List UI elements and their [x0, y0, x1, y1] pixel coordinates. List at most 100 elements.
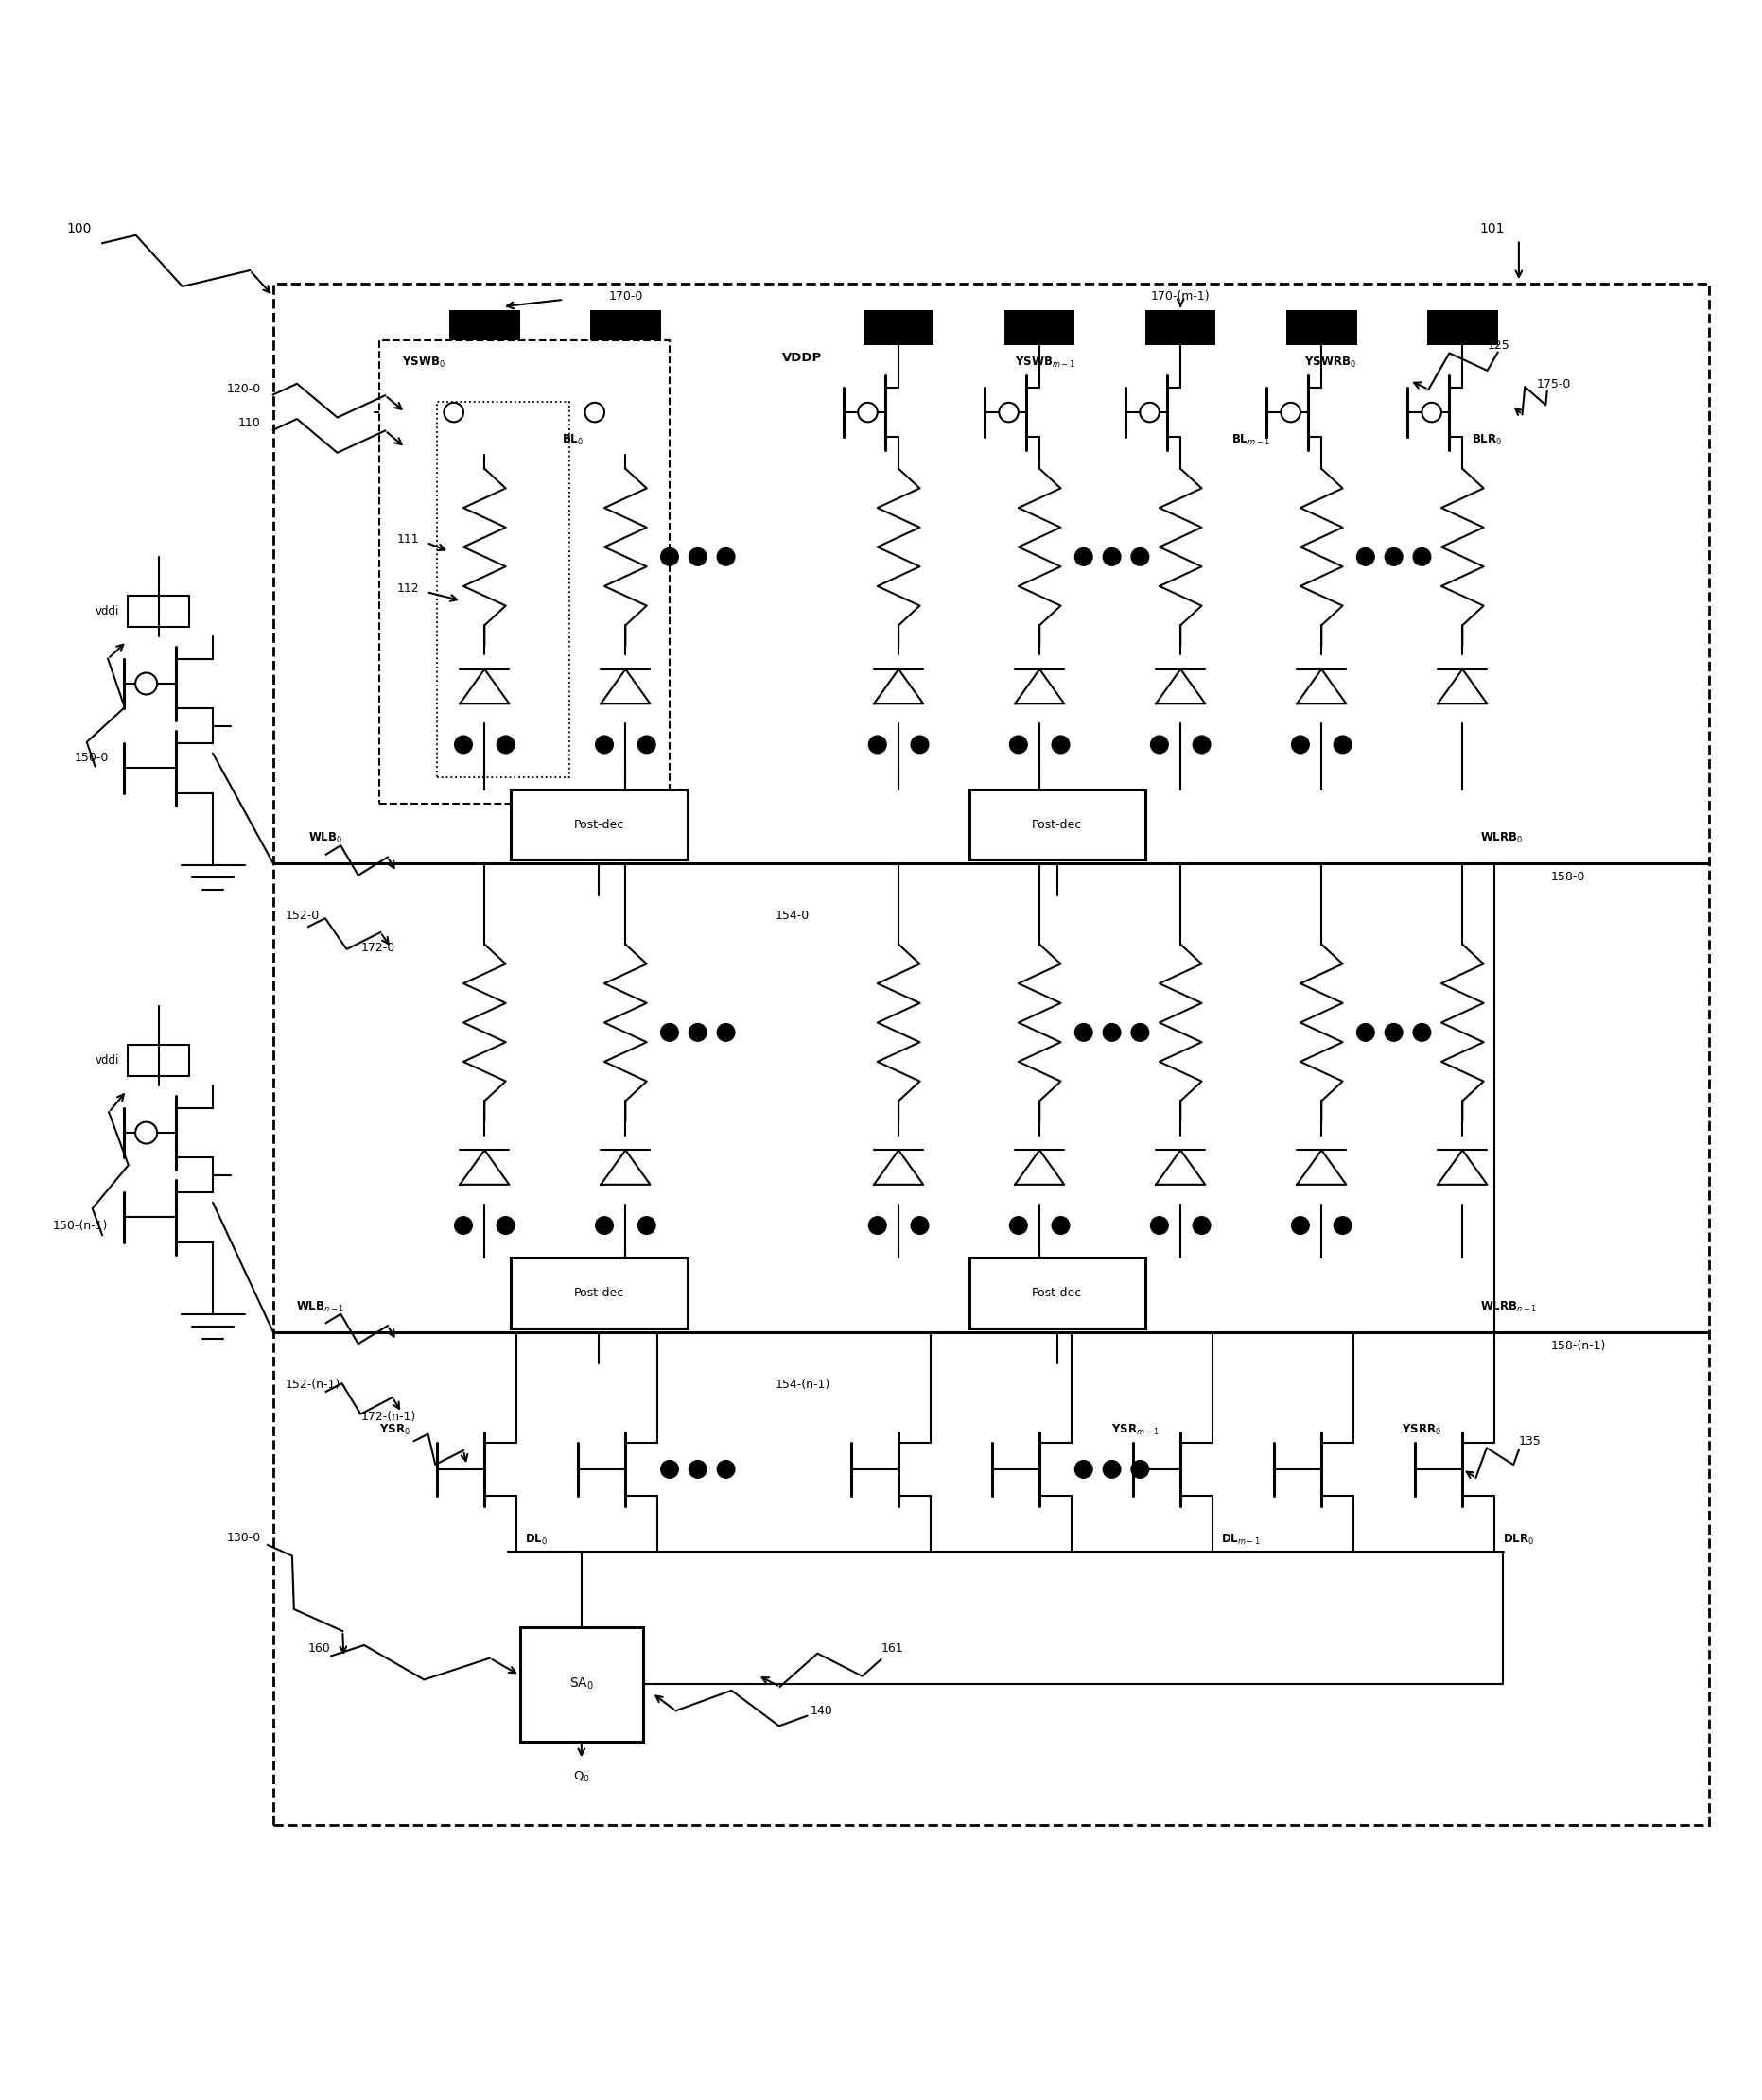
Text: 172-0: 172-0: [361, 941, 395, 953]
Circle shape: [1103, 548, 1121, 565]
Text: 158-(n-1): 158-(n-1): [1551, 1340, 1605, 1352]
Bar: [511, 1258, 687, 1329]
Polygon shape: [1156, 670, 1205, 704]
Circle shape: [1385, 548, 1403, 565]
Circle shape: [596, 1216, 613, 1235]
Text: YSWB$_{m-1}$: YSWB$_{m-1}$: [1015, 355, 1075, 370]
Bar: [1286, 311, 1357, 344]
Circle shape: [455, 735, 472, 754]
Circle shape: [661, 1023, 678, 1042]
Text: 160: 160: [308, 1642, 331, 1655]
Circle shape: [497, 735, 515, 754]
Bar: [127, 1044, 190, 1077]
Text: 110: 110: [238, 416, 261, 428]
Text: 170-0: 170-0: [608, 290, 643, 302]
Text: BL$_{m-1}$: BL$_{m-1}$: [1232, 433, 1270, 447]
Text: Q$_0$: Q$_0$: [573, 1770, 590, 1785]
Bar: [969, 790, 1145, 859]
Text: DL$_{m-1}$: DL$_{m-1}$: [1221, 1533, 1262, 1548]
Text: 154-0: 154-0: [775, 909, 809, 922]
Circle shape: [1131, 1459, 1149, 1478]
Text: Post-dec: Post-dec: [1033, 819, 1082, 832]
Polygon shape: [1438, 670, 1487, 704]
Circle shape: [1292, 735, 1309, 754]
Text: DL$_0$: DL$_0$: [525, 1533, 548, 1548]
Text: 154-(n-1): 154-(n-1): [775, 1378, 830, 1390]
Circle shape: [1151, 1216, 1168, 1235]
Circle shape: [911, 735, 929, 754]
Polygon shape: [1297, 1151, 1346, 1184]
Bar: [1145, 311, 1216, 344]
Circle shape: [1292, 1216, 1309, 1235]
Bar: [127, 596, 190, 628]
Circle shape: [1193, 1216, 1210, 1235]
Circle shape: [717, 1459, 735, 1478]
Circle shape: [717, 1023, 735, 1042]
Circle shape: [1413, 1023, 1431, 1042]
Circle shape: [689, 548, 707, 565]
Text: WLB$_{n-1}$: WLB$_{n-1}$: [296, 1300, 345, 1315]
Text: YSWRB$_0$: YSWRB$_0$: [1304, 355, 1355, 370]
Text: VDDP: VDDP: [782, 351, 821, 363]
Polygon shape: [1015, 1151, 1064, 1184]
Circle shape: [1052, 735, 1070, 754]
Polygon shape: [1438, 1151, 1487, 1184]
Polygon shape: [1156, 1151, 1205, 1184]
Text: 130-0: 130-0: [227, 1531, 261, 1544]
Text: 161: 161: [881, 1642, 904, 1655]
Text: Post-dec: Post-dec: [574, 1287, 624, 1300]
Circle shape: [1334, 1216, 1351, 1235]
Text: 111: 111: [396, 533, 419, 546]
Polygon shape: [874, 1151, 923, 1184]
Text: 140: 140: [811, 1705, 833, 1716]
Circle shape: [869, 1216, 886, 1235]
Bar: [511, 790, 687, 859]
Text: vddi: vddi: [95, 605, 118, 617]
Bar: [273, 284, 1709, 1825]
Text: SA$_0$: SA$_0$: [569, 1676, 594, 1693]
Text: YSR$_{m-1}$: YSR$_{m-1}$: [1112, 1424, 1159, 1439]
Bar: [437, 401, 569, 777]
Circle shape: [596, 735, 613, 754]
Bar: [863, 311, 934, 344]
Circle shape: [1075, 1459, 1092, 1478]
Circle shape: [911, 1216, 929, 1235]
Circle shape: [497, 1216, 515, 1235]
Text: 170-(m-1): 170-(m-1): [1151, 290, 1210, 302]
Polygon shape: [1297, 670, 1346, 704]
Circle shape: [869, 735, 886, 754]
Polygon shape: [460, 670, 509, 704]
Polygon shape: [874, 670, 923, 704]
Text: 120-0: 120-0: [227, 384, 261, 395]
Text: 152-0: 152-0: [285, 909, 319, 922]
Polygon shape: [601, 1151, 650, 1184]
Circle shape: [1103, 1023, 1121, 1042]
Polygon shape: [601, 670, 650, 704]
Circle shape: [1334, 735, 1351, 754]
Circle shape: [717, 548, 735, 565]
Text: Post-dec: Post-dec: [1033, 1287, 1082, 1300]
Circle shape: [1010, 735, 1027, 754]
Circle shape: [1413, 548, 1431, 565]
Text: 175-0: 175-0: [1536, 378, 1572, 391]
Circle shape: [1193, 735, 1210, 754]
Circle shape: [1385, 1023, 1403, 1042]
Text: WLB$_0$: WLB$_0$: [308, 832, 342, 846]
Bar: [1427, 311, 1498, 344]
Bar: [969, 1258, 1145, 1329]
Circle shape: [1075, 548, 1092, 565]
Bar: [1004, 311, 1075, 344]
Bar: [520, 1628, 643, 1741]
Circle shape: [1131, 548, 1149, 565]
Circle shape: [1010, 1216, 1027, 1235]
Text: 101: 101: [1480, 223, 1505, 235]
Bar: [590, 311, 661, 344]
Circle shape: [638, 1216, 655, 1235]
Text: Post-dec: Post-dec: [574, 819, 624, 832]
Text: vddi: vddi: [95, 1054, 118, 1067]
Text: BLR$_0$: BLR$_0$: [1471, 433, 1501, 447]
Circle shape: [455, 1216, 472, 1235]
Text: WLRB$_{n-1}$: WLRB$_{n-1}$: [1480, 1300, 1536, 1315]
Circle shape: [1357, 1023, 1374, 1042]
Text: 152-(n-1): 152-(n-1): [285, 1378, 340, 1390]
